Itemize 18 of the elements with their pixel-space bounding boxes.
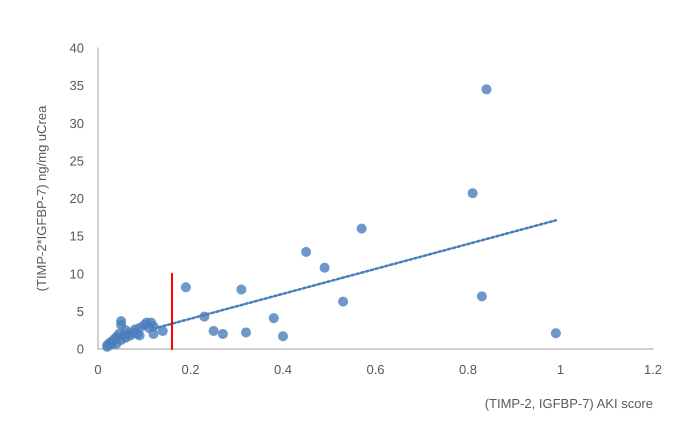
y-tick-label: 30 — [70, 116, 84, 131]
y-tick-label: 0 — [76, 342, 84, 356]
x-tick-label: 1.2 — [644, 362, 662, 377]
x-tick-label: 0.6 — [366, 362, 385, 377]
y-tick-label: 10 — [70, 266, 84, 282]
y-tick-label: 5 — [76, 304, 84, 319]
x-tick-label: 0.4 — [274, 362, 292, 377]
x-tick-label: 0 — [94, 362, 102, 377]
y-axis-title: (TIMP-2*IGFBP-7) ng/mg uCrea — [34, 104, 49, 292]
y-tick-label: 35 — [70, 78, 84, 94]
y-tick-label: 15 — [70, 228, 84, 244]
x-tick-label: 0.2 — [181, 362, 200, 377]
y-tick-label: 40 — [70, 40, 84, 56]
x-axis-title: (TIMP-2, IGFBP-7) AKI score — [484, 396, 653, 411]
x-tick-label: 1 — [556, 362, 564, 377]
y-tick-label: 25 — [70, 153, 84, 168]
x-tick-label: 0.8 — [458, 362, 478, 377]
y-tick-label: 20 — [70, 191, 84, 206]
